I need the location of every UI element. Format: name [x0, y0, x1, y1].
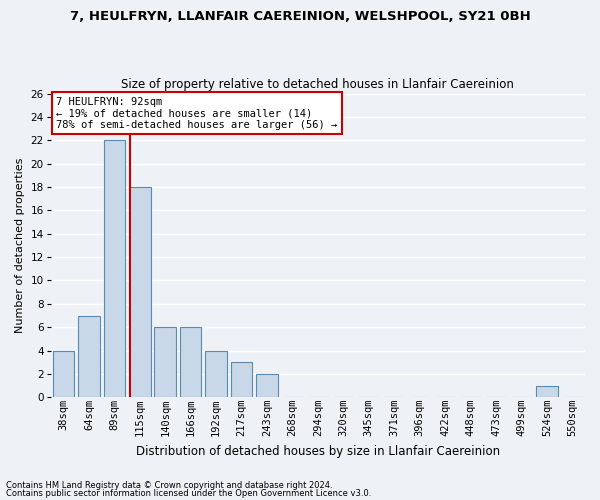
Title: Size of property relative to detached houses in Llanfair Caereinion: Size of property relative to detached ho… — [121, 78, 514, 91]
Bar — [536, 386, 557, 398]
Text: 7, HEULFRYN, LLANFAIR CAEREINION, WELSHPOOL, SY21 0BH: 7, HEULFRYN, LLANFAIR CAEREINION, WELSHP… — [70, 10, 530, 23]
Text: Contains HM Land Registry data © Crown copyright and database right 2024.: Contains HM Land Registry data © Crown c… — [6, 481, 332, 490]
Bar — [78, 316, 100, 398]
Text: 7 HEULFRYN: 92sqm
← 19% of detached houses are smaller (14)
78% of semi-detached: 7 HEULFRYN: 92sqm ← 19% of detached hous… — [56, 96, 337, 130]
Y-axis label: Number of detached properties: Number of detached properties — [15, 158, 25, 333]
Bar — [205, 350, 227, 398]
Bar — [256, 374, 278, 398]
Bar — [104, 140, 125, 398]
Bar — [180, 327, 202, 398]
Bar — [129, 187, 151, 398]
X-axis label: Distribution of detached houses by size in Llanfair Caereinion: Distribution of detached houses by size … — [136, 444, 500, 458]
Bar — [154, 327, 176, 398]
Bar — [53, 350, 74, 398]
Text: Contains public sector information licensed under the Open Government Licence v3: Contains public sector information licen… — [6, 488, 371, 498]
Bar — [231, 362, 253, 398]
